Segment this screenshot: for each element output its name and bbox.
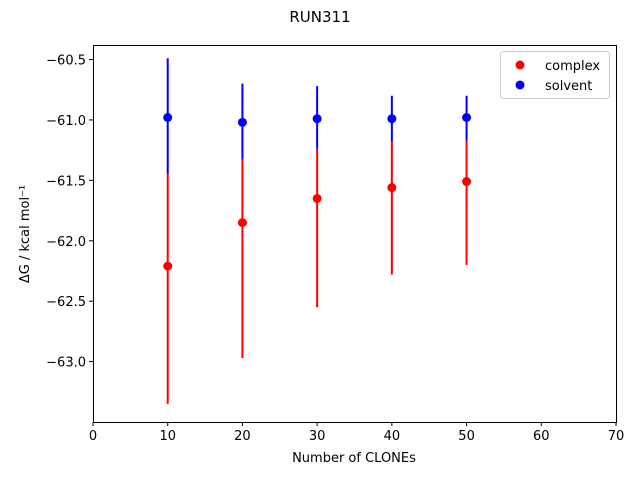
series-complex	[163, 140, 472, 404]
complex-point	[387, 183, 397, 193]
y-tick-label: −62.5	[46, 295, 86, 310]
complex-point	[312, 193, 322, 203]
x-tick-label: 20	[234, 429, 251, 444]
solvent-point	[163, 113, 173, 122]
series-solvent	[163, 58, 472, 175]
solvent-point	[387, 114, 397, 124]
x-axis: 0 10 20 30 40 50 60 70	[89, 422, 624, 444]
x-tick-label: 0	[89, 429, 97, 444]
x-tick-label: 50	[458, 429, 475, 444]
solvent-point	[312, 114, 322, 124]
y-tick-label: −63.0	[46, 356, 86, 371]
plot-series	[163, 58, 472, 404]
chart-title: RUN311	[289, 8, 350, 26]
y-axis: −63.0 −62.5 −62.0 −61.5 −61.0 −60.5	[46, 54, 93, 371]
x-tick-label: 10	[159, 429, 176, 444]
y-tick-label: −61.5	[46, 174, 86, 189]
legend-box	[500, 51, 610, 99]
legend-label-solvent: solvent	[545, 79, 592, 94]
y-tick-label: −62.0	[46, 235, 86, 250]
solvent-point	[237, 117, 247, 127]
x-tick-label: 40	[384, 429, 401, 444]
complex-point	[462, 177, 472, 187]
legend: complex solvent	[500, 51, 610, 99]
x-axis-label: Number of CLONEs	[292, 451, 416, 466]
legend-marker-solvent	[515, 80, 525, 90]
complex-point	[163, 261, 173, 271]
x-tick-label: 70	[608, 429, 625, 444]
y-tick-label: −60.5	[46, 54, 86, 69]
plot-frame	[93, 45, 617, 423]
x-tick-label: 30	[309, 429, 326, 444]
y-axis-label: ΔG / kcal mol⁻¹	[18, 185, 33, 283]
legend-marker-complex	[515, 60, 525, 70]
x-tick-label: 60	[533, 429, 550, 444]
solvent-point	[462, 113, 472, 122]
complex-point	[237, 218, 247, 228]
legend-label-complex: complex	[545, 59, 600, 74]
y-tick-label: −61.0	[46, 114, 86, 129]
